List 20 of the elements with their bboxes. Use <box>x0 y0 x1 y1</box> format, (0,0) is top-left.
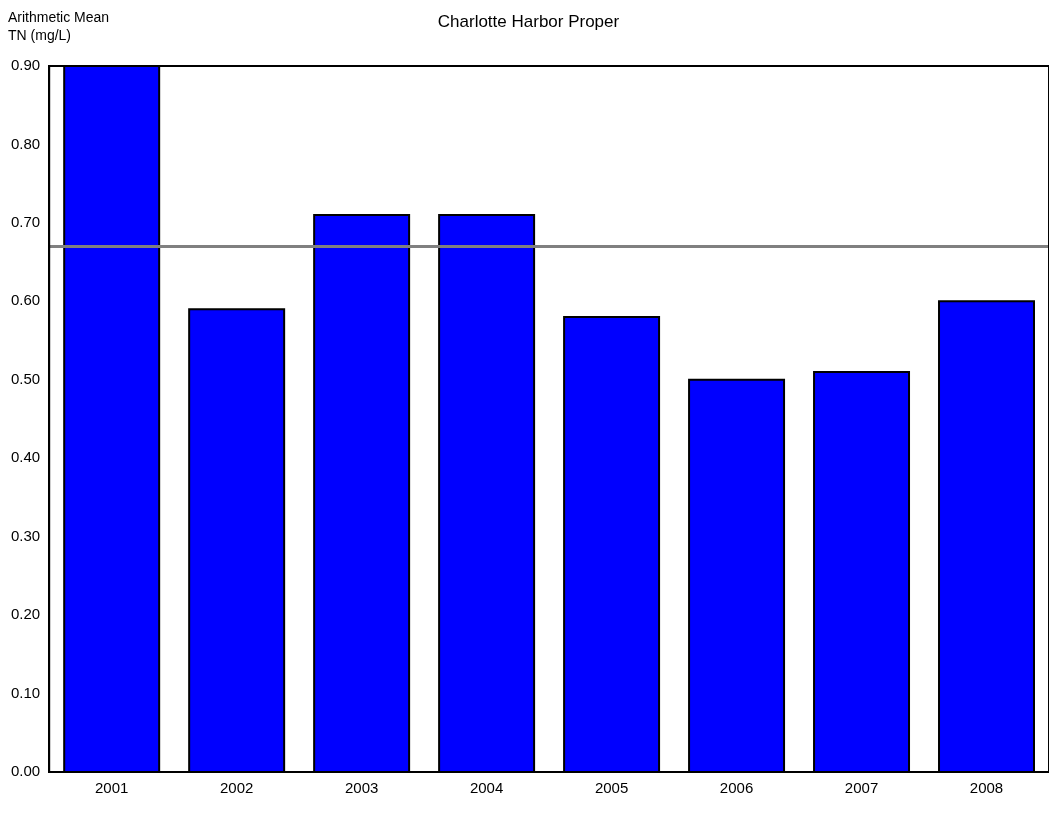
y-tick-label: 0.80 <box>10 134 41 152</box>
x-tick-label: 2006 <box>719 779 754 797</box>
y-tick-label: 0.00 <box>10 762 41 780</box>
y-tick-label: 0.30 <box>10 526 41 544</box>
y-tick-label: 0.10 <box>10 683 41 701</box>
y-axis-title: Arithmetic Mean TN (mg/L) <box>8 8 110 44</box>
y-tick-label: 0.70 <box>10 213 41 231</box>
x-tick-label: 2005 <box>594 779 629 797</box>
y-tick-label: 0.40 <box>10 448 41 466</box>
x-tick-label: 2004 <box>469 779 504 797</box>
chart-title: Charlotte Harbor Proper <box>437 12 620 31</box>
x-tick-label: 2001 <box>94 779 129 797</box>
y-tick-label: 0.20 <box>10 605 41 623</box>
y-tick-label: 0.90 <box>10 56 41 74</box>
y-tick-label: 0.50 <box>10 369 41 387</box>
x-tick-label: 2002 <box>219 779 254 797</box>
y-tick-label: 0.60 <box>10 291 41 309</box>
x-tick-label: 2003 <box>344 779 379 797</box>
x-tick-label: 2008 <box>969 779 1004 797</box>
x-tick-label: 2007 <box>844 779 879 797</box>
